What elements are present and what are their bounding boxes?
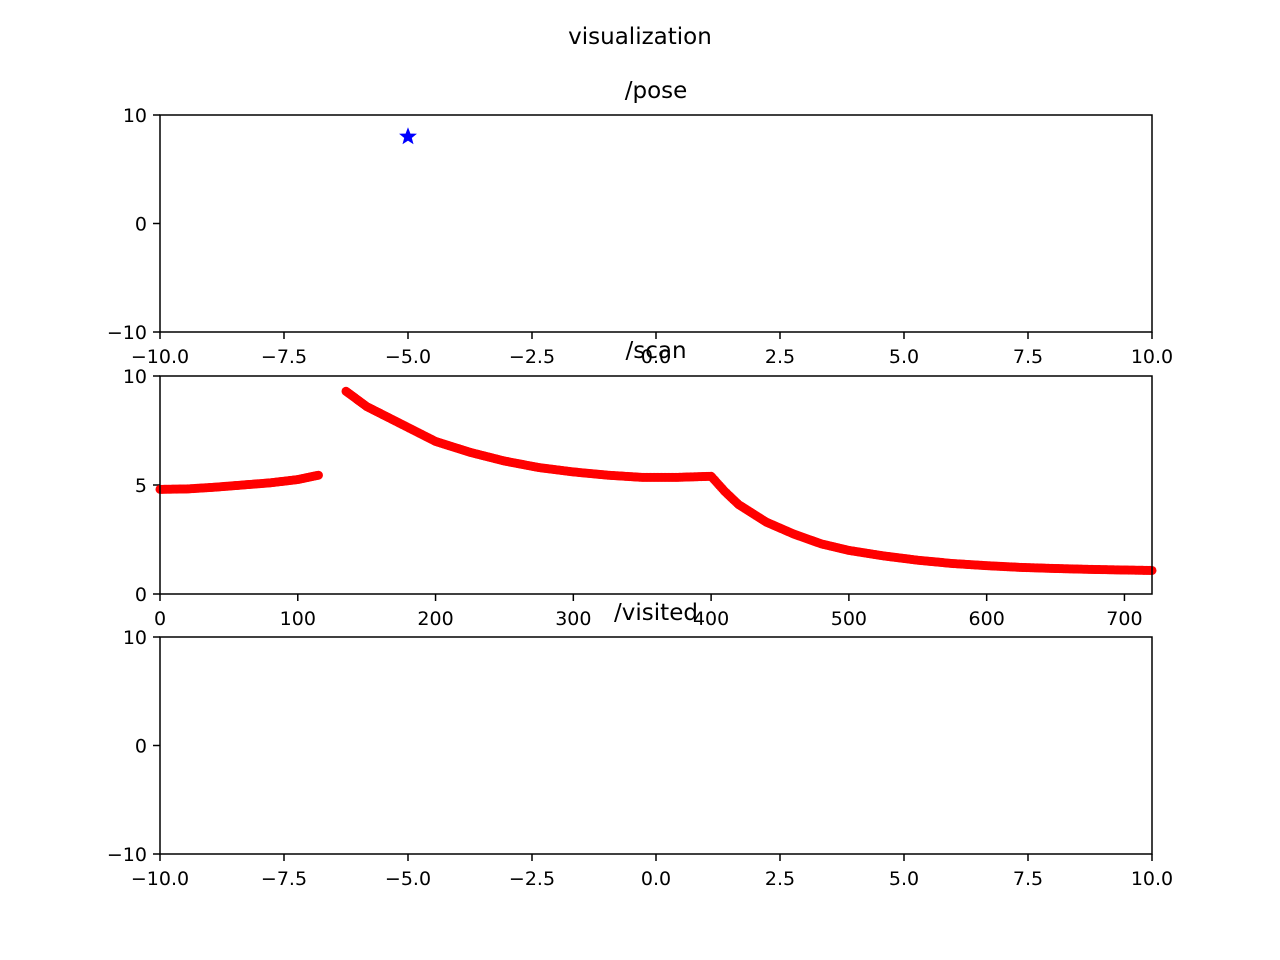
pose-x-tick-label: −7.5 — [261, 346, 307, 368]
pose-x-tick-label: 7.5 — [1013, 346, 1043, 368]
visited-x-tick-label: −10.0 — [131, 868, 189, 890]
scan-y-tick-label: 10 — [123, 366, 147, 388]
visited-x-tick-label: −7.5 — [261, 868, 307, 890]
pose-x-tick-label: 2.5 — [765, 346, 795, 368]
scan-plot-frame — [159, 375, 1153, 595]
visited-axes-title: /visited — [614, 600, 698, 626]
visited-plot-frame — [159, 636, 1153, 855]
scan-x-tick-label: 100 — [280, 608, 316, 630]
visited-y-tick-label: −10 — [107, 844, 147, 866]
pose-x-tick-label: 5.0 — [889, 346, 919, 368]
pose-point — [399, 127, 417, 145]
visited-x-tick-label: 10.0 — [1131, 868, 1173, 890]
scan-x-tick-label: 200 — [417, 608, 453, 630]
visited-y-tick-label: 0 — [135, 736, 147, 758]
pose-x-tick-label: 0.0 — [641, 346, 671, 368]
pose-y-tick-label: 0 — [135, 214, 147, 236]
visited-y-tick-label: 10 — [123, 627, 147, 649]
scan-x-tick-label: 300 — [555, 608, 591, 630]
visited-x-tick-label: −5.0 — [385, 868, 431, 890]
scan-y-tick-label: 5 — [135, 475, 147, 497]
scan-x-tick-label: 600 — [969, 608, 1005, 630]
pose-axes-title: /pose — [625, 78, 688, 104]
scan-x-tick-label: 0 — [154, 608, 166, 630]
visited-x-tick-label: 2.5 — [765, 868, 795, 890]
scan-axes-title: /scan — [625, 338, 686, 364]
scan-y-tick-label: 0 — [135, 584, 147, 606]
pose-y-tick-label: 10 — [123, 105, 147, 127]
scan-axes: 0 100 200 300 400 500 600 700 0 5 10/scan — [123, 338, 1157, 630]
pose-x-tick-label: −2.5 — [509, 346, 555, 368]
visited-x-tick-label: 0.0 — [641, 868, 671, 890]
visited-x-tick-label: 7.5 — [1013, 868, 1043, 890]
pose-x-tick-label: 10.0 — [1131, 346, 1173, 368]
scan-x-tick-label: 500 — [831, 608, 867, 630]
pose-x-tick-label: −5.0 — [385, 346, 431, 368]
scan-point — [313, 470, 323, 480]
figure-title: visualization — [568, 24, 712, 50]
pose-plot-frame — [159, 114, 1153, 333]
pose-x-tick-label: −10.0 — [131, 346, 189, 368]
pose-y-tick-label: −10 — [107, 322, 147, 344]
scan-x-tick-label: 700 — [1106, 608, 1142, 630]
scan-x-tick-label: 400 — [693, 608, 729, 630]
visited-x-tick-label: 5.0 — [889, 868, 919, 890]
visited-axes: −10.0 −7.5 −5.0 −2.5 0.0 2.5 5.0 7.5 10.0 −10 0 10 /… — [107, 600, 1173, 890]
pose-axes: −10.0 −7.5 −5.0 −2.5 0.0 2.5 5.0 7.5 10.0 −10 0 10 /… — [107, 78, 1173, 368]
visited-x-tick-label: −2.5 — [509, 868, 555, 890]
